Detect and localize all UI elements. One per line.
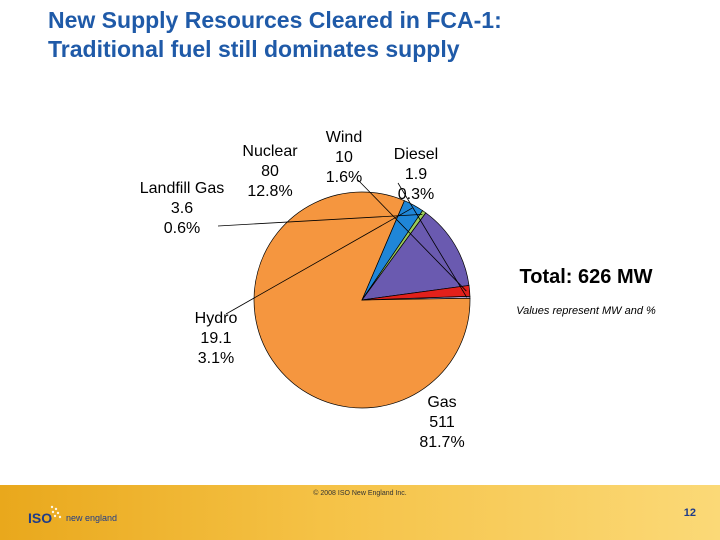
title-line-1: New Supply Resources Cleared in FCA-1: xyxy=(48,7,502,33)
slice-label-hydro-percent: 3.1% xyxy=(198,350,234,367)
values-note: Values represent MW and % xyxy=(516,305,656,317)
slice-label-wind-name: Wind xyxy=(326,129,362,146)
slice-label-nuclear-value: 80 xyxy=(261,163,279,180)
total-label: Total: 626 MW xyxy=(520,266,653,288)
slice-label-gas-percent: 81.7% xyxy=(419,434,464,451)
slice-label-nuclear-name: Nuclear xyxy=(242,143,298,160)
slice-label-diesel-percent: 0.3% xyxy=(398,186,434,203)
footer-bar xyxy=(0,485,720,540)
leader-line-landfill-gas xyxy=(217,213,423,227)
page-number: 12 xyxy=(683,507,696,519)
title-line-2: Traditional fuel still dominates supply xyxy=(48,36,460,62)
slice-label-wind-percent: 1.6% xyxy=(326,169,362,186)
copyright-notice: © 2008 ISO New England Inc. xyxy=(313,490,407,497)
leader-line-diesel xyxy=(397,182,468,298)
slice-label-wind-value: 10 xyxy=(335,149,353,166)
slice-label-landfill-gas-percent: 0.6% xyxy=(164,220,200,237)
logo-iso-text: ISO xyxy=(28,510,52,526)
pie-slice-nuclear xyxy=(361,212,470,301)
pie-slice-gas xyxy=(253,191,471,409)
slice-label-gas-name: Gas xyxy=(427,394,456,411)
iso-new-england-logo: ISO new england xyxy=(28,505,117,526)
leader-line-wind xyxy=(357,179,467,292)
slice-label-gas-value: 511 xyxy=(429,414,455,431)
slice-label-nuclear-percent: 12.8% xyxy=(247,183,292,200)
leader-line-hydro xyxy=(225,207,413,315)
slice-label-hydro-name: Hydro xyxy=(195,310,238,327)
slice-label-landfill-gas-name: Landfill Gas xyxy=(140,180,225,197)
slide-title: New Supply Resources Cleared in FCA-1: T… xyxy=(48,6,688,64)
slice-label-landfill-gas-value: 3.6 xyxy=(171,200,193,217)
logo-new-england-text: new england xyxy=(66,513,117,523)
slice-label-hydro-value: 19.1 xyxy=(200,330,231,347)
slice-label-diesel-value: 1.9 xyxy=(405,166,427,183)
slice-label-diesel-name: Diesel xyxy=(394,146,438,163)
pie-slice-wind xyxy=(361,285,471,301)
